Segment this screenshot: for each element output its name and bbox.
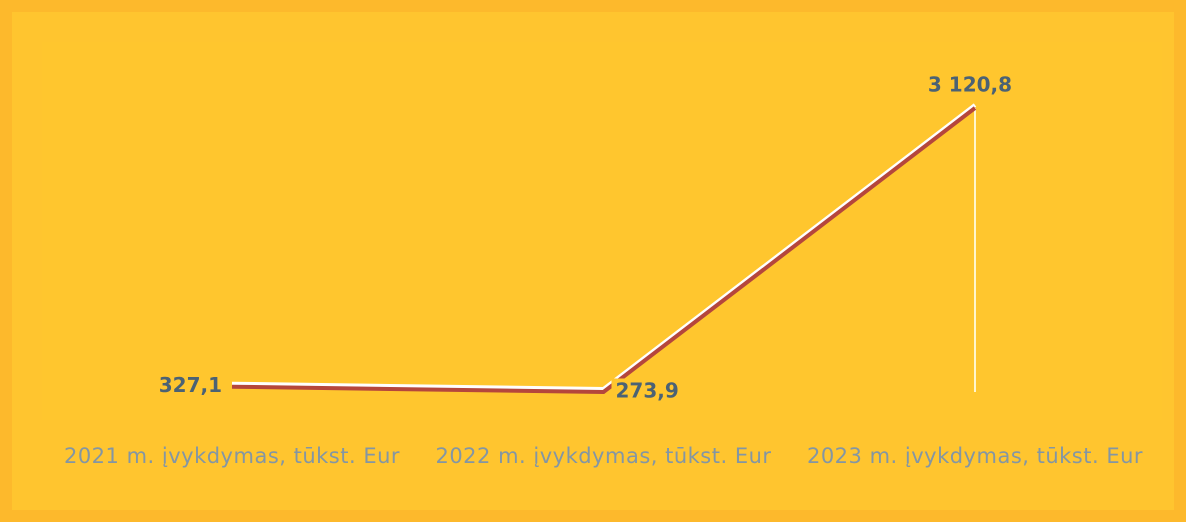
label-background <box>923 72 1017 97</box>
line <box>231 106 977 395</box>
data-label: 327,1 <box>159 373 222 397</box>
x-tick-label: 2022 m. įvykdymas, tūkst. Eur <box>435 444 772 468</box>
line-highlight <box>231 103 977 392</box>
data-label: 273,9 <box>616 379 679 403</box>
x-tick-label: 2021 m. įvykdymas, tūkst. Eur <box>63 444 401 468</box>
label-background <box>154 373 226 398</box>
label-background <box>611 378 683 403</box>
data-label: 3 120,8 <box>928 73 1012 97</box>
x-tick-label: 2023 m. įvykdymas, tūkst. Eur <box>806 444 1144 468</box>
